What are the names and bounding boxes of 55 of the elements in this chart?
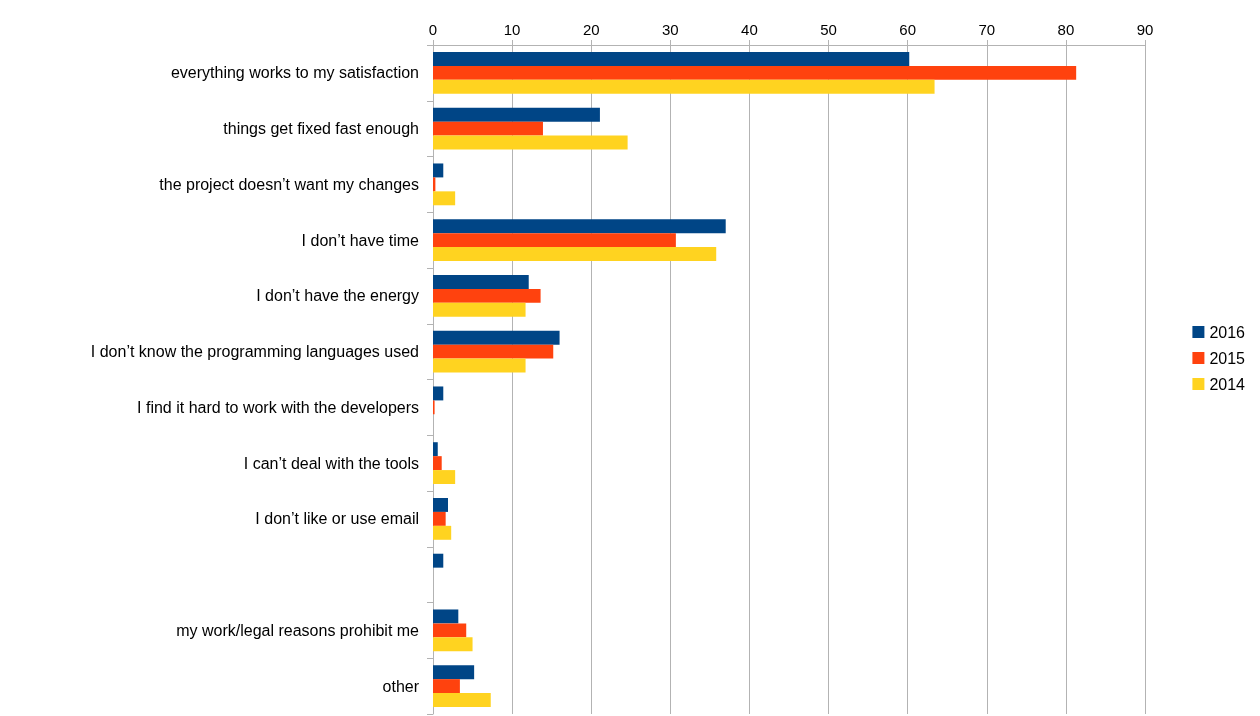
x-tick-label: 10	[503, 21, 521, 38]
y-tick-label: I don’t like or use email	[255, 510, 419, 528]
bar	[433, 358, 526, 373]
bar	[433, 637, 473, 652]
bar	[433, 135, 628, 150]
x-tick-label: 40	[741, 21, 758, 38]
legend-label: 2016	[1209, 323, 1246, 341]
bar	[433, 65, 1077, 80]
y-tick-label: my work/legal reasons prohibit me	[176, 621, 420, 639]
bar	[433, 163, 444, 178]
x-tick-label: 30	[661, 21, 679, 38]
bar	[433, 219, 726, 234]
bar	[433, 233, 676, 248]
x-tick-label: 20	[582, 21, 600, 38]
bar	[433, 191, 456, 206]
y-tick-label: everything works to my satisfaction	[170, 64, 419, 82]
bar	[433, 442, 438, 457]
bar	[433, 679, 460, 694]
bar	[433, 609, 459, 624]
x-tick-label: 50	[820, 21, 837, 38]
y-tick-label: I don’t know the programming languages used	[90, 343, 419, 361]
bar	[433, 497, 449, 512]
y-tick-label: I don’t have time	[301, 231, 420, 249]
x-tick-label: 70	[978, 21, 996, 38]
x-tick-label: 60	[899, 21, 917, 38]
bar	[433, 525, 452, 540]
bar	[433, 51, 910, 66]
y-tick-label: other	[382, 677, 420, 695]
y-tick-label: things get fixed fast enough	[223, 120, 419, 138]
bar	[433, 302, 526, 317]
legend-label: 2015	[1209, 349, 1246, 367]
legend-label: 2014	[1209, 375, 1246, 393]
bar	[433, 288, 541, 303]
y-tick-label: I don’t have the energy	[256, 287, 419, 305]
bar	[433, 456, 442, 471]
bar	[433, 247, 717, 262]
bar	[433, 553, 444, 568]
x-tick-label: 80	[1057, 21, 1075, 38]
bar	[433, 121, 543, 136]
y-tick-label: I find it hard to work with the developers	[137, 398, 419, 416]
y-tick-label: I can’t deal with the tools	[243, 454, 419, 472]
bar	[433, 344, 554, 359]
bar	[433, 665, 475, 680]
x-tick-label: 0	[428, 21, 438, 38]
y-tick-label: the project doesn’t want my changes	[159, 175, 419, 193]
x-tick-label: 90	[1136, 21, 1154, 38]
bar	[433, 623, 467, 638]
bar	[433, 693, 491, 708]
bar	[433, 470, 456, 485]
bar	[433, 107, 600, 122]
bar	[433, 79, 935, 94]
bar	[433, 511, 446, 526]
bar	[433, 386, 444, 401]
bar	[433, 274, 529, 289]
bar	[433, 330, 560, 345]
